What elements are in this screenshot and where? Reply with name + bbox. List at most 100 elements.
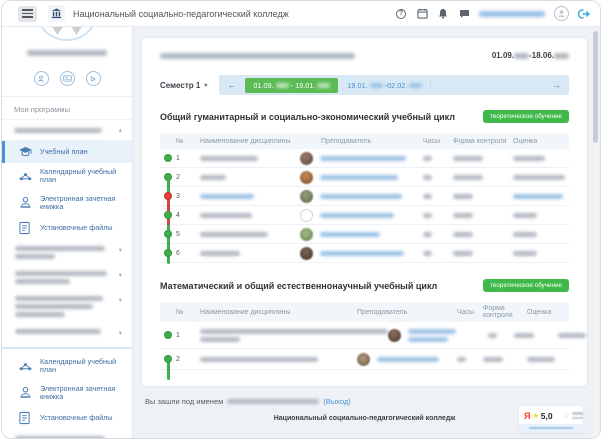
teacher-avatar bbox=[300, 170, 313, 184]
id-card-icon[interactable] bbox=[59, 71, 75, 86]
semester-select[interactable]: Семестр 1 ▾ bbox=[160, 80, 208, 90]
teacher-link-redacted[interactable] bbox=[320, 193, 402, 199]
period-tab-next[interactable]: 19.01. -02.02. bbox=[347, 80, 432, 90]
program-header-expanded[interactable]: ▴ bbox=[2, 119, 132, 141]
teacher-avatar bbox=[300, 189, 313, 203]
chevron-down-icon: ▾ bbox=[118, 247, 122, 255]
teacher-avatar-empty bbox=[300, 208, 313, 222]
status-badge: теоретическое обучение bbox=[483, 110, 569, 123]
teacher-link-redacted[interactable] bbox=[320, 174, 398, 180]
student-icon bbox=[18, 196, 33, 209]
table-row: 4 bbox=[160, 206, 569, 225]
main-content: 01.09. -18.06. Семестр 1 ▾ ← 01.09. - 19.01… bbox=[133, 27, 600, 438]
rating-value: 5,0 bbox=[540, 410, 553, 421]
student-icon bbox=[18, 386, 33, 399]
teacher-avatar bbox=[300, 151, 313, 165]
user-avatar[interactable] bbox=[554, 6, 569, 21]
timeline-dot-red bbox=[164, 192, 172, 200]
sidebar-item-collapsed[interactable]: ▾ bbox=[2, 323, 132, 343]
sidebar-item-grade-book[interactable]: Электронная зачетная книжка bbox=[2, 190, 132, 217]
timeline-dot-green bbox=[164, 230, 172, 238]
disciplines-table-1: № Наименование дисциплины Преподаватель … bbox=[160, 133, 569, 264]
app-title: Национальный социально-педагогический ко… bbox=[73, 8, 289, 19]
timeline-dot-green bbox=[164, 355, 172, 363]
logout-icon[interactable] bbox=[578, 8, 590, 20]
hamburger-menu-icon[interactable] bbox=[18, 5, 37, 22]
sidebar-item-collapsed[interactable]: ▾ bbox=[2, 240, 132, 265]
discipline-link-redacted[interactable] bbox=[200, 194, 254, 200]
table-row: 3 bbox=[160, 187, 569, 206]
sidebar-item-calendar-plan-2[interactable]: Календарный учебный план bbox=[2, 353, 132, 380]
sidebar-item-study-plan[interactable]: Учебный план bbox=[2, 141, 132, 163]
profile-name-redacted bbox=[2, 44, 132, 62]
grade-link-redacted[interactable] bbox=[513, 194, 563, 200]
yandex-rating-widget[interactable]: Я ★ 5,0 ☆ bbox=[518, 405, 584, 433]
teacher-avatar bbox=[300, 246, 313, 260]
prev-period-arrow[interactable]: ← bbox=[227, 80, 237, 90]
period-tabs-strip: ← 01.09. - 19.01. 19.01. -02.02. → bbox=[219, 75, 569, 95]
play-icon[interactable] bbox=[85, 71, 101, 86]
help-icon[interactable]: ? bbox=[395, 8, 407, 20]
curriculum-card: 01.09. -18.06. Семестр 1 ▾ ← 01.09. - 19.01… bbox=[141, 37, 588, 387]
logout-link[interactable]: (Выход) bbox=[323, 397, 351, 406]
program-title-redacted bbox=[160, 52, 355, 59]
chevron-down-icon: ▾ bbox=[118, 297, 122, 305]
table-row: 2 bbox=[160, 168, 569, 187]
table-row: 1 bbox=[160, 149, 569, 168]
profile-icon[interactable] bbox=[33, 71, 49, 86]
scrollbar-track[interactable] bbox=[593, 29, 598, 435]
teacher-link-redacted[interactable] bbox=[408, 328, 456, 342]
row-number: 1 bbox=[176, 154, 180, 162]
sidebar-item-setup-files[interactable]: Установочные файлы bbox=[2, 216, 132, 240]
sidebar-group-divider bbox=[2, 347, 132, 350]
teacher-link-redacted[interactable] bbox=[320, 155, 406, 161]
logged-username-redacted bbox=[227, 399, 320, 404]
table-row: 1 bbox=[160, 322, 586, 349]
sidebar-item-setup-files-2[interactable]: Установочные файлы bbox=[2, 406, 132, 430]
sidebar-item-calendar-plan[interactable]: Календарный учебный план bbox=[2, 163, 132, 190]
sidebar-item-grade-book-2[interactable]: Электронная зачетная книжка bbox=[2, 380, 132, 407]
college-logo[interactable] bbox=[48, 5, 65, 22]
timeline-dot-green bbox=[164, 211, 172, 219]
scrollbar-thumb[interactable] bbox=[593, 31, 598, 143]
row-number: 6 bbox=[176, 249, 180, 257]
section-title-humanities: Общий гуманитарный и социально-экономиче… bbox=[160, 111, 455, 122]
teacher-link-redacted[interactable] bbox=[320, 212, 394, 218]
graduation-cap-icon bbox=[18, 146, 33, 158]
footer-college-name: Национальный социально-педагогический ко… bbox=[273, 415, 456, 422]
sidebar-caption: Мои программы bbox=[14, 105, 70, 114]
row-number: 1 bbox=[176, 331, 180, 339]
sidebar-item-collapsed[interactable]: ▾ bbox=[2, 265, 132, 290]
timeline-chart-icon bbox=[18, 360, 33, 372]
teacher-avatar bbox=[300, 227, 313, 241]
messages-chat-icon[interactable] bbox=[458, 8, 470, 20]
chevron-down-icon: ▾ bbox=[118, 272, 122, 280]
teacher-link-redacted[interactable] bbox=[377, 356, 439, 362]
calendar-icon[interactable] bbox=[416, 8, 428, 20]
row-number: 2 bbox=[176, 173, 180, 181]
teacher-avatar bbox=[357, 352, 370, 366]
sidebar-item-collapsed[interactable]: ▾ bbox=[2, 290, 132, 323]
timeline-dot-green bbox=[164, 173, 172, 181]
teacher-link-redacted[interactable] bbox=[320, 231, 380, 237]
table-row: 6 bbox=[160, 244, 569, 263]
file-icon bbox=[18, 411, 33, 425]
period-tab-active[interactable]: 01.09. - 19.01. bbox=[245, 77, 339, 93]
teacher-avatar bbox=[388, 328, 401, 342]
row-number: 4 bbox=[176, 211, 180, 219]
row-number: 2 bbox=[176, 355, 180, 363]
notifications-bell-icon[interactable] bbox=[437, 8, 449, 20]
table-header: № Наименование дисциплины Преподаватель … bbox=[160, 133, 569, 149]
star-icon: ★ bbox=[532, 412, 539, 420]
chevron-down-icon: ▾ bbox=[119, 436, 122, 438]
next-period-arrow[interactable]: → bbox=[552, 80, 561, 90]
sidebar-item-collapsed[interactable]: ▾ bbox=[2, 430, 132, 438]
timeline-line bbox=[166, 355, 170, 380]
teacher-link-redacted[interactable] bbox=[320, 250, 404, 256]
profile-avatar[interactable] bbox=[35, 27, 99, 41]
chevron-up-icon: ▴ bbox=[118, 127, 122, 134]
building-icon bbox=[51, 8, 62, 19]
username-redacted[interactable] bbox=[479, 10, 545, 17]
logged-in-line: Вы зашли под именем (Выход) bbox=[145, 397, 351, 406]
